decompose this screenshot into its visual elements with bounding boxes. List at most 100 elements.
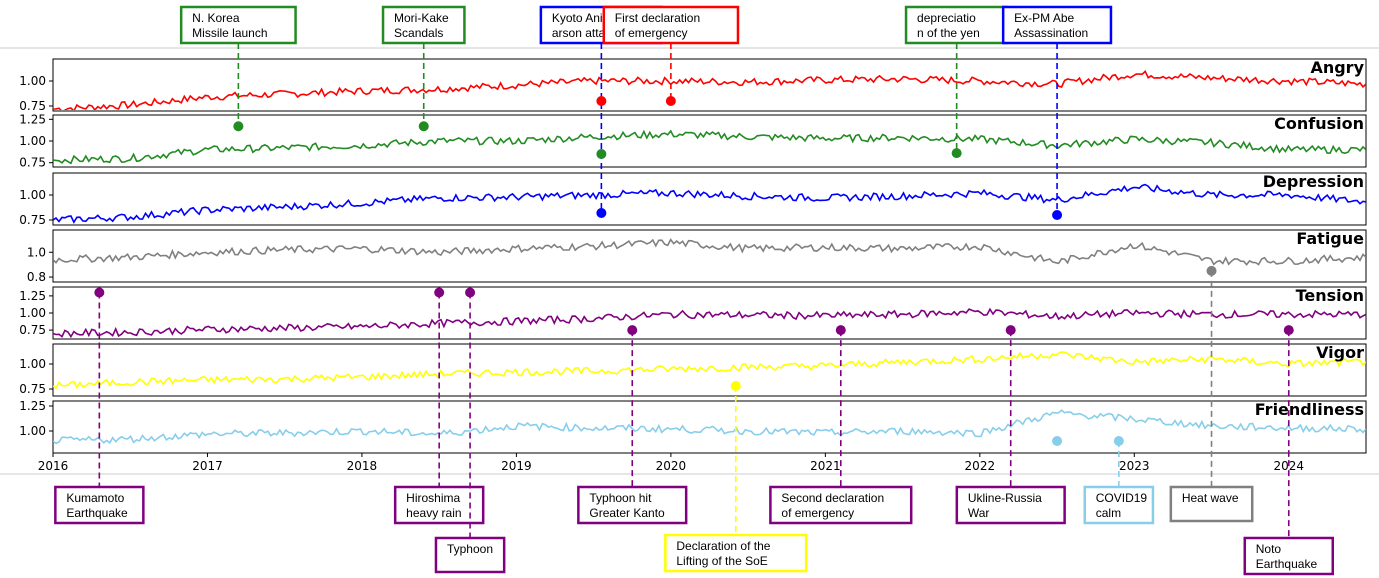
x-tick-label: 2023 xyxy=(1119,459,1150,473)
panel-label: Confusion xyxy=(1274,114,1364,133)
event-dot xyxy=(1052,210,1063,220)
event-label-box xyxy=(179,5,297,45)
event-label: COVID19 xyxy=(1096,491,1148,505)
event-label: Hiroshima xyxy=(406,491,460,505)
event-label: Scandals xyxy=(394,26,443,40)
panel-confusion: 0.75 1.00 1.25 Confusion xyxy=(19,112,1367,170)
x-axis: 2016 2017 2018 2019 2020 2021 2022 2023 2024 xyxy=(0,47,1379,475)
event-dot xyxy=(730,381,741,391)
panel-frame xyxy=(52,229,1367,283)
event-label: Missile launch xyxy=(192,26,267,40)
panel-label: Angry xyxy=(1310,58,1364,77)
y-tick-label: 0.75 xyxy=(19,156,46,170)
event-dot xyxy=(418,121,429,132)
event-label: Kumamoto xyxy=(66,491,124,505)
event-dot xyxy=(596,208,607,218)
event-label: Earthquake xyxy=(1256,557,1318,571)
event-label: Typhoon hit xyxy=(589,491,652,505)
event-label: Ukline-Russia xyxy=(968,491,1042,505)
event-label: Second declaration xyxy=(781,491,884,505)
event-label: Lifting of the SoE xyxy=(676,554,767,568)
event-label-box xyxy=(393,485,485,525)
x-tick-label: 2019 xyxy=(501,459,532,473)
event-dot xyxy=(465,287,476,298)
x-tick-label: 2016 xyxy=(38,459,69,473)
y-tick-label: 1.00 xyxy=(19,357,46,371)
panel-frame xyxy=(52,58,1367,112)
event-label: of emergency xyxy=(781,506,854,520)
event-label: Heat wave xyxy=(1182,491,1239,505)
y-tick-label: 1.25 xyxy=(19,112,46,126)
x-tick-label: 2022 xyxy=(965,459,996,473)
event-annotation: Heat wave xyxy=(1169,265,1254,523)
event-dot xyxy=(94,287,105,298)
y-tick-label: 0.75 xyxy=(19,99,46,113)
y-tick-label: 0.75 xyxy=(19,323,46,337)
event-dot xyxy=(1113,436,1124,446)
event-label: Greater Kanto xyxy=(589,506,665,520)
event-label: depreciatio xyxy=(917,11,976,25)
event-dot xyxy=(596,149,607,159)
event-label-box xyxy=(664,533,808,573)
event-dot xyxy=(1283,325,1294,336)
panel-label: Fatigue xyxy=(1296,229,1364,248)
panel-frame xyxy=(52,343,1367,397)
panel-vigor: 0.75 1.00 Vigor xyxy=(19,343,1367,397)
event-label-box xyxy=(769,485,913,525)
y-tick-label: 1.25 xyxy=(19,399,46,413)
event-dot xyxy=(596,96,607,106)
event-dot xyxy=(835,325,846,336)
series-line-depression xyxy=(53,183,1366,224)
event-label: Noto xyxy=(1256,542,1282,556)
event-label: of emergency xyxy=(615,26,688,40)
panel-depression: 0.75 1.00 Depression xyxy=(19,172,1367,227)
event-label-box xyxy=(434,536,506,574)
event-label: calm xyxy=(1096,506,1121,520)
event-label-box xyxy=(602,5,740,45)
event-label: Declaration of the xyxy=(676,539,770,553)
event-label-box xyxy=(577,485,688,525)
event-label: Typhoon xyxy=(447,542,493,556)
event-label: Earthquake xyxy=(66,506,128,520)
event-label: arson attack xyxy=(552,26,618,40)
y-tick-label: 1.00 xyxy=(19,306,46,320)
series-line-vigor xyxy=(53,351,1366,390)
x-tick-label: 2020 xyxy=(656,459,687,473)
panel-fatigue: 0.8 1.0 Fatigue xyxy=(27,229,1367,284)
y-tick-label: 0.75 xyxy=(19,213,46,227)
panel-label: Depression xyxy=(1263,172,1364,191)
event-label-box xyxy=(1001,5,1113,45)
panel-label: Tension xyxy=(1296,286,1364,305)
panel-tension: 0.75 1.00 1.25 Tension xyxy=(19,286,1367,340)
event-label-box xyxy=(1243,536,1335,576)
series-line-tension xyxy=(53,307,1366,338)
event-dot xyxy=(233,121,244,132)
event-dot xyxy=(627,325,638,336)
y-tick-label: 0.75 xyxy=(19,382,46,396)
event-dot xyxy=(1206,265,1217,276)
y-tick-label: 1.00 xyxy=(19,188,46,202)
event-label: First declaration xyxy=(615,11,700,25)
event-dot xyxy=(434,287,445,298)
y-tick-label: 1.0 xyxy=(27,245,46,259)
event-label: N. Korea xyxy=(192,11,240,25)
panel-label: Vigor xyxy=(1316,343,1364,362)
event-label: heavy rain xyxy=(406,506,461,520)
panel-angry: 0.75 1.00 Angry xyxy=(19,58,1367,113)
event-label: Assassination xyxy=(1014,26,1088,40)
panel-friendliness: 1.00 1.25 Friendliness xyxy=(19,399,1367,454)
event-dot xyxy=(665,96,676,106)
y-tick-label: 1.00 xyxy=(19,74,46,88)
event-label-box xyxy=(904,5,1009,45)
event-label: War xyxy=(968,506,990,520)
